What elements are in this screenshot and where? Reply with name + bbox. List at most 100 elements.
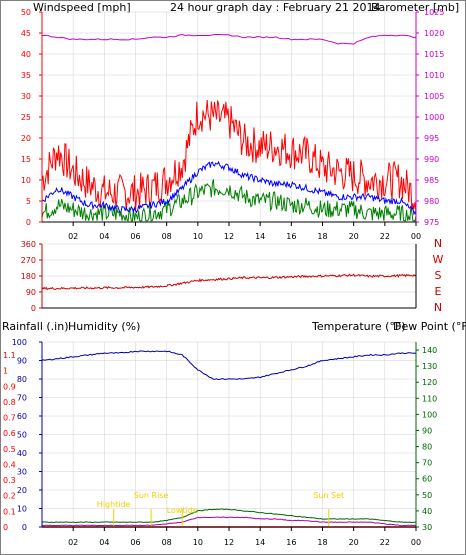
- temperature-tick-label: 60: [422, 475, 432, 484]
- x-tick-label: 16: [286, 232, 296, 241]
- x-tick-label: 00: [411, 538, 421, 547]
- rain-ylabel: Rainfall (.in): [2, 320, 69, 333]
- barometer-series-line: [41, 33, 417, 45]
- event-marker-label: Hightide: [97, 500, 131, 509]
- baro-tick-label: 985: [424, 176, 439, 185]
- humidity-tick-label: 0: [22, 523, 27, 532]
- humidity-tick-label: 100: [12, 338, 27, 347]
- humidity-tick-label: 70: [17, 394, 27, 403]
- x-tick-label: 00: [411, 232, 421, 241]
- rain-tick-label: 1.1: [3, 351, 16, 360]
- wind-tick-label: 35: [21, 71, 31, 80]
- wind-tick-label: 45: [21, 29, 31, 38]
- temperature-tick-label: 90: [422, 426, 432, 435]
- humidity-tick-label: 80: [17, 375, 27, 384]
- x-tick-label: 04: [99, 538, 109, 547]
- compass-label: E: [435, 285, 442, 298]
- event-marker-label: Lowtide: [167, 506, 198, 515]
- wind-axes: 0510152025303540455097598098599099510001…: [21, 8, 445, 241]
- temperature-tick-label: 100: [422, 410, 437, 419]
- x-tick-label: 12: [224, 232, 234, 241]
- climate-axes: 010203040506070809010000.10.20.30.40.50.…: [3, 338, 437, 547]
- humidity-tick-label: 30: [17, 468, 27, 477]
- direction-tick-label: 0: [31, 304, 36, 313]
- wind-tick-label: 50: [21, 8, 31, 17]
- humidity-series-line: [41, 350, 417, 381]
- direction-tick-label: 270: [21, 256, 36, 265]
- x-tick-label: 22: [380, 538, 390, 547]
- humidity-ylabel: Humidity (%): [68, 320, 140, 333]
- rain-tick-label: 0.7: [3, 414, 16, 423]
- baro-tick-label: 1005: [424, 92, 444, 101]
- humidity-tick-label: 50: [17, 431, 27, 440]
- rain-tick-label: 0.3: [3, 476, 16, 485]
- rain-tick-label: 1: [3, 367, 8, 376]
- baro-tick-label: 1020: [424, 29, 444, 38]
- wind-tick-label: 40: [21, 50, 31, 59]
- compass-label: W: [433, 253, 444, 266]
- x-tick-label: 12: [224, 538, 234, 547]
- gust-series-line: [41, 99, 417, 214]
- humidity-tick-label: 20: [17, 486, 27, 495]
- temperature-tick-label: 70: [422, 459, 432, 468]
- x-tick-label: 20: [349, 538, 359, 547]
- rain-tick-label: 0: [3, 523, 8, 532]
- direction-line: [41, 273, 417, 291]
- average-series-line: [41, 160, 417, 216]
- wind-baro-lines: [41, 33, 417, 222]
- baro-ylabel: Barometer [mb]: [371, 1, 459, 14]
- x-tick-label: 02: [68, 232, 78, 241]
- baro-tick-label: 980: [424, 197, 439, 206]
- dewpoint-series-line: [41, 516, 417, 527]
- baro-tick-label: 1025: [424, 8, 444, 17]
- baro-tick-label: 1010: [424, 71, 444, 80]
- baro-tick-label: 1000: [424, 113, 444, 122]
- rain-tick-label: 0.8: [3, 398, 16, 407]
- x-tick-label: 10: [193, 232, 203, 241]
- humidity-tick-label: 40: [17, 449, 27, 458]
- temperature-tick-label: 130: [422, 362, 437, 371]
- temperature-tick-label: 120: [422, 378, 437, 387]
- compass-label: S: [435, 269, 442, 282]
- wind-tick-label: 15: [21, 155, 31, 164]
- direction-series-line: [41, 273, 417, 291]
- baro-tick-label: 990: [424, 155, 439, 164]
- rain-tick-label: 0.2: [3, 492, 16, 501]
- wind-tick-label: 25: [21, 113, 31, 122]
- direction-tick-label: 180: [21, 272, 36, 281]
- event-marker-label: Sun Rise: [134, 491, 169, 500]
- temperature-series-line: [41, 508, 417, 524]
- temperature-tick-label: 80: [422, 443, 432, 452]
- rain-tick-label: 0.6: [3, 429, 16, 438]
- rain-tick-label: 0.1: [3, 507, 16, 516]
- baro-tick-label: 995: [424, 134, 439, 143]
- wind-ylabel: Windspeed [mph]: [33, 1, 131, 14]
- x-tick-label: 06: [130, 232, 140, 241]
- temperature-tick-label: 40: [422, 507, 432, 516]
- humidity-tick-label: 90: [17, 357, 27, 366]
- dewpoint-ylabel: Dew Point (°F): [393, 320, 466, 333]
- wind-tick-label: 0: [26, 218, 31, 227]
- rain-tick-label: 0.5: [3, 445, 16, 454]
- temperature-tick-label: 110: [422, 394, 437, 403]
- wind-tick-label: 5: [26, 197, 31, 206]
- wind-tick-label: 20: [21, 134, 31, 143]
- x-tick-label: 08: [162, 232, 172, 241]
- direction-tick-label: 90: [26, 288, 36, 297]
- x-tick-label: 02: [68, 538, 78, 547]
- x-tick-label: 10: [193, 538, 203, 547]
- chart-title: 24 hour graph day : February 21 2014: [170, 1, 381, 14]
- rain-tick-label: 0.4: [3, 460, 16, 469]
- rain-tick-label: 0.9: [3, 382, 16, 391]
- event-marker-label: Sun Set: [313, 491, 344, 500]
- compass-label: N: [434, 301, 442, 314]
- compass-label: N: [434, 237, 442, 250]
- x-tick-label: 14: [255, 232, 265, 241]
- x-tick-label: 20: [349, 232, 359, 241]
- wind-tick-label: 30: [21, 92, 31, 101]
- x-tick-label: 08: [162, 538, 172, 547]
- x-tick-label: 16: [286, 538, 296, 547]
- x-tick-label: 04: [99, 232, 109, 241]
